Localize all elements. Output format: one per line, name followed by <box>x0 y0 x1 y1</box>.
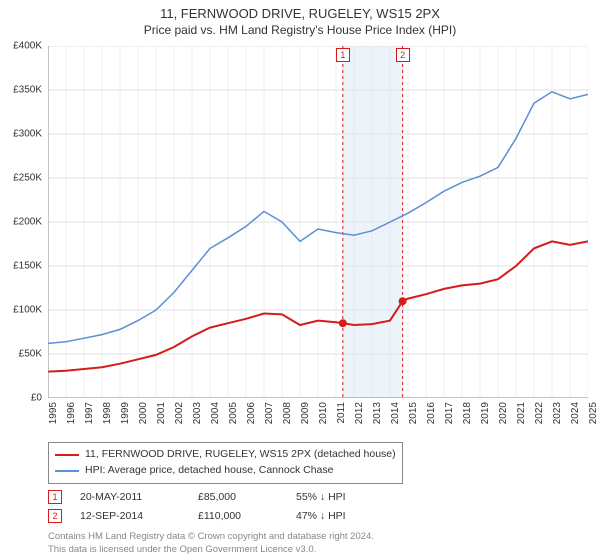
y-tick-label: £100K <box>0 305 42 316</box>
sale-flag: 1 <box>336 48 350 62</box>
legend-label-price: 11, FERNWOOD DRIVE, RUGELEY, WS15 2PX (d… <box>85 447 396 463</box>
sale-price-1: £85,000 <box>198 488 278 507</box>
x-tick-label: 2021 <box>516 402 527 442</box>
x-tick-label: 2008 <box>282 402 293 442</box>
sale-marker-1: 1 <box>48 490 62 504</box>
x-tick-label: 2024 <box>570 402 581 442</box>
x-tick-label: 2009 <box>300 402 311 442</box>
legend-item-price: 11, FERNWOOD DRIVE, RUGELEY, WS15 2PX (d… <box>55 447 396 463</box>
sale-row-1: 1 20-MAY-2011 £85,000 55% ↓ HPI <box>48 488 346 507</box>
x-tick-label: 2022 <box>534 402 545 442</box>
footer-line-2: This data is licensed under the Open Gov… <box>48 544 374 556</box>
x-tick-label: 2000 <box>138 402 149 442</box>
sale-price-2: £110,000 <box>198 507 278 526</box>
x-tick-label: 2014 <box>390 402 401 442</box>
chart-svg <box>48 46 588 398</box>
x-tick-label: 2020 <box>498 402 509 442</box>
sale-flag: 2 <box>396 48 410 62</box>
x-tick-label: 2025 <box>588 402 599 442</box>
x-tick-label: 2005 <box>228 402 239 442</box>
footer: Contains HM Land Registry data © Crown c… <box>48 531 374 556</box>
y-tick-label: £0 <box>0 393 42 404</box>
x-tick-label: 1997 <box>84 402 95 442</box>
x-tick-label: 2017 <box>444 402 455 442</box>
footer-line-1: Contains HM Land Registry data © Crown c… <box>48 531 374 543</box>
page-subtitle: Price paid vs. HM Land Registry's House … <box>0 21 600 41</box>
x-tick-label: 1998 <box>102 402 113 442</box>
x-tick-label: 2002 <box>174 402 185 442</box>
x-tick-label: 2011 <box>336 402 347 442</box>
x-tick-label: 2012 <box>354 402 365 442</box>
legend-swatch-hpi <box>55 470 79 472</box>
x-tick-label: 2010 <box>318 402 329 442</box>
x-tick-label: 2004 <box>210 402 221 442</box>
x-tick-label: 2007 <box>264 402 275 442</box>
y-tick-label: £200K <box>0 217 42 228</box>
sale-marker-2: 2 <box>48 509 62 523</box>
x-tick-label: 1996 <box>66 402 77 442</box>
legend-label-hpi: HPI: Average price, detached house, Cann… <box>85 463 333 479</box>
sale-date-2: 12-SEP-2014 <box>80 507 180 526</box>
sale-row-2: 2 12-SEP-2014 £110,000 47% ↓ HPI <box>48 507 346 526</box>
x-tick-label: 2016 <box>426 402 437 442</box>
sale-delta-1: 55% ↓ HPI <box>296 488 346 507</box>
x-tick-label: 2013 <box>372 402 383 442</box>
y-tick-label: £250K <box>0 173 42 184</box>
x-tick-label: 2006 <box>246 402 257 442</box>
x-tick-label: 2019 <box>480 402 491 442</box>
y-tick-label: £350K <box>0 85 42 96</box>
x-tick-label: 1995 <box>48 402 59 442</box>
sales-table: 1 20-MAY-2011 £85,000 55% ↓ HPI 2 12-SEP… <box>48 488 346 526</box>
legend: 11, FERNWOOD DRIVE, RUGELEY, WS15 2PX (d… <box>48 442 403 484</box>
sale-date-1: 20-MAY-2011 <box>80 488 180 507</box>
x-tick-label: 1999 <box>120 402 131 442</box>
y-tick-label: £400K <box>0 41 42 52</box>
x-tick-label: 2003 <box>192 402 203 442</box>
legend-item-hpi: HPI: Average price, detached house, Cann… <box>55 463 396 479</box>
y-tick-label: £300K <box>0 129 42 140</box>
x-tick-label: 2001 <box>156 402 167 442</box>
y-tick-label: £50K <box>0 349 42 360</box>
sale-delta-2: 47% ↓ HPI <box>296 507 346 526</box>
chart: £0£50K£100K£150K£200K£250K£300K£350K£400… <box>48 46 588 398</box>
y-tick-label: £150K <box>0 261 42 272</box>
page-title: 11, FERNWOOD DRIVE, RUGELEY, WS15 2PX <box>0 0 600 21</box>
x-tick-label: 2023 <box>552 402 563 442</box>
x-tick-label: 2018 <box>462 402 473 442</box>
x-tick-label: 2015 <box>408 402 419 442</box>
legend-swatch-price <box>55 454 79 456</box>
